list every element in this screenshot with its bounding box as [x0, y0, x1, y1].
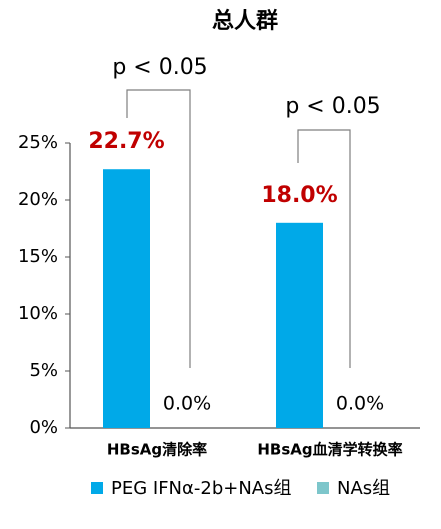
legend-label: NAs组 — [337, 478, 390, 499]
y-tick-label: 15% — [18, 246, 58, 267]
legend-swatch — [91, 482, 103, 494]
chart-title: 总人群 — [212, 8, 278, 34]
significance-bracket — [126, 89, 191, 368]
legend-swatch — [317, 482, 329, 494]
y-tick-label: 0% — [29, 417, 58, 438]
y-tick-label: 25% — [18, 132, 58, 153]
annotation: p < 0.05 — [285, 94, 380, 119]
value-label: 0.0% — [336, 393, 384, 415]
bar — [276, 222, 323, 428]
value-label: 22.7% — [88, 129, 164, 154]
x-tick-label: HBsAg清除率 — [107, 441, 207, 459]
y-tick-label: 5% — [29, 360, 58, 381]
value-label: 18.0% — [261, 183, 337, 208]
significance-bracket — [297, 129, 351, 368]
y-tick-label: 10% — [18, 303, 58, 324]
x-tick-label: HBsAg血清学转换率 — [257, 441, 402, 459]
bar — [103, 169, 150, 428]
value-label: 0.0% — [163, 393, 211, 415]
legend-label: PEG IFNα-2b+NAs组 — [111, 478, 292, 499]
annotation: p < 0.05 — [112, 55, 207, 80]
y-tick-label: 20% — [18, 189, 58, 210]
